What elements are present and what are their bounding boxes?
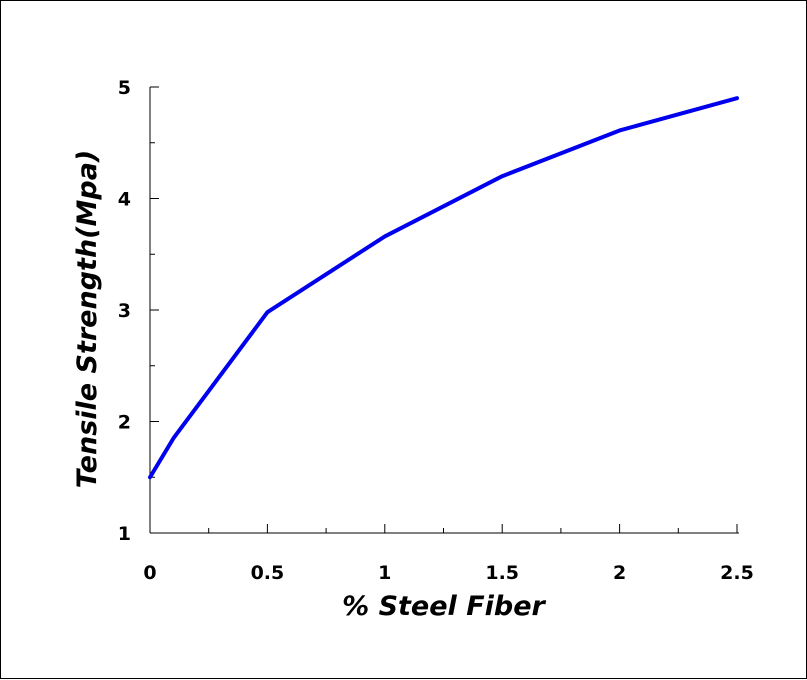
x-tick-label: 1.5 [485, 562, 519, 584]
y-axis-title: Tensile Strength(Mpa) [72, 150, 103, 489]
y-tick-label: 2 [118, 412, 131, 434]
x-tick-label: 1 [378, 562, 391, 584]
y-tick-label: 3 [118, 300, 131, 322]
x-tick-label: 2.5 [720, 562, 754, 584]
x-axis-title: % Steel Fiber [342, 591, 546, 622]
x-tick-label: 0 [143, 562, 156, 584]
x-tick-label: 0.5 [251, 562, 285, 584]
axes: 0 0.5 1 1.5 2 2.5 1 2 3 4 5 [118, 77, 754, 584]
series-line [150, 98, 737, 477]
x-tick-label: 2 [613, 562, 626, 584]
y-tick-label: 1 [118, 523, 131, 545]
series-layer [150, 98, 737, 477]
y-tick-label: 5 [118, 77, 131, 99]
y-tick-label: 4 [118, 189, 131, 211]
